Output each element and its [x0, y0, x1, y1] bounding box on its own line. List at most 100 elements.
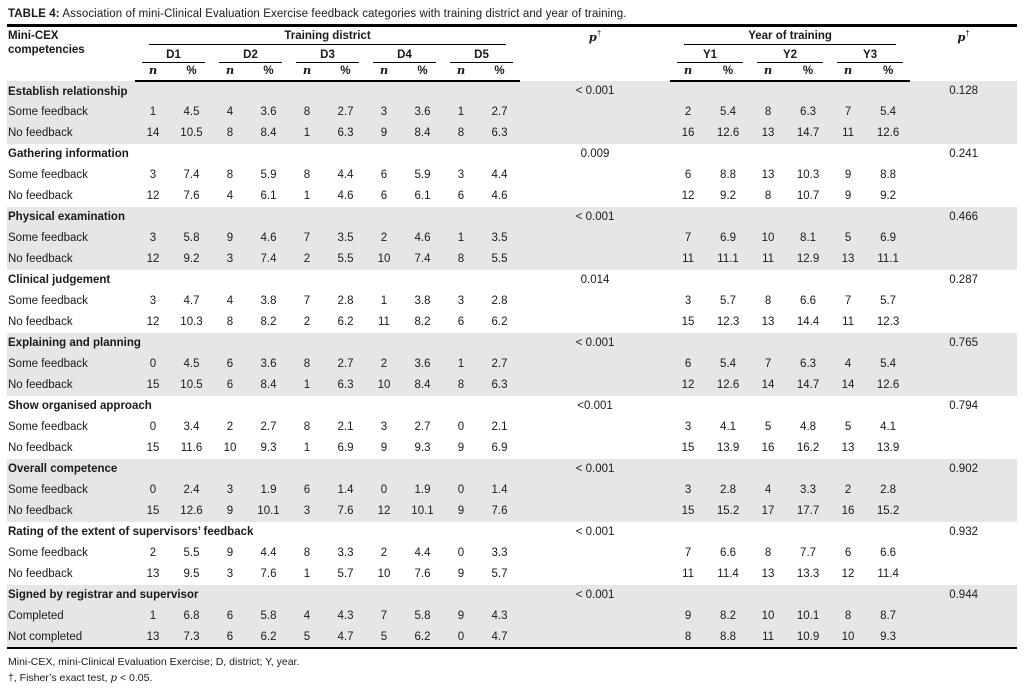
year-col-header: Y1: [670, 46, 750, 63]
year-value: 6: [670, 353, 707, 375]
data-row: Some feedback 0 4.5 6 3.6 8 2.7 2 3.6 1 2.7 6 5.4 7 6.…: [7, 353, 1018, 375]
year-value: 13.9: [716, 442, 740, 454]
p-year-value: 0.944: [910, 584, 1018, 606]
district-col-header: D1: [135, 46, 212, 63]
spacer-cell: [520, 543, 670, 564]
district-value: 12: [146, 190, 160, 202]
table-title: TABLE 4: Association of mini-Clinical Ev…: [7, 5, 1017, 24]
data-row: No feedback 12 10.3 8 8.2 2 6.2 11 8.2 6 6.2 15 12.3…: [7, 312, 1017, 333]
p-year-value: 0.128: [910, 80, 1018, 102]
group-header-row: Rating of the extent of supervisors’ fee…: [7, 522, 1017, 543]
year-value: 8.8: [720, 169, 737, 181]
spacer-cell: [520, 248, 671, 270]
district-value: 1: [443, 101, 479, 123]
district-value: 8.2: [260, 316, 277, 328]
district-value: 2: [226, 421, 234, 433]
pct-header: %: [786, 62, 831, 82]
district-value: 9: [443, 605, 479, 627]
district-value: 0: [366, 479, 402, 501]
n-header: n: [830, 62, 867, 82]
data-row: No feedback 12 7.6 4 6.1 1 4.6 6 6.1 6 4.6 12 9.2 8 10…: [7, 186, 1017, 207]
year-col-header: Y3: [830, 46, 910, 63]
group-label: Clinical judgement: [8, 274, 111, 286]
district-value: 7.3: [171, 626, 212, 648]
year-value: 3.3: [786, 479, 831, 501]
district-value: 9: [366, 122, 402, 144]
p-district-value: < 0.001: [520, 80, 671, 102]
district-value: 2: [149, 547, 157, 559]
p-district-value: < 0.001: [520, 206, 671, 228]
p-year-value: 0.466: [910, 206, 1018, 228]
district-value: 6.3: [325, 374, 366, 396]
spacer-cell: [910, 417, 1017, 438]
data-row: Not completed 13 7.3 6 6.2 5 4.7 5 6.2 0 4.7 8 8.8 11…: [7, 626, 1018, 648]
table-header: Mini-CEX competencies Training district …: [7, 26, 1017, 82]
year-value: 11: [842, 316, 855, 328]
year-value: 5.7: [880, 295, 897, 307]
table-number: TABLE 4:: [8, 8, 60, 20]
district-value: 8: [303, 421, 311, 433]
district-value: 1: [289, 374, 325, 396]
year-value: 8: [750, 101, 787, 123]
group-label: Rating of the extent of supervisors’ fee…: [8, 526, 254, 538]
district-value: 3.6: [402, 101, 443, 123]
district-value: 10: [377, 568, 391, 580]
district-group-header: Training district: [135, 26, 520, 46]
district-value: 15: [146, 442, 160, 454]
year-col-header: Y2: [750, 46, 830, 63]
district-value: 4: [226, 190, 234, 202]
district-value: 1: [135, 605, 171, 627]
year-value: 10: [830, 626, 867, 648]
district-col-header: D3: [289, 46, 366, 63]
spacer-cell: [670, 396, 910, 417]
year-value: 10: [750, 605, 787, 627]
district-value: 7.4: [248, 248, 289, 270]
mini-cex-table: Mini-CEX competencies Training district …: [7, 24, 1018, 649]
district-value: 8: [443, 248, 479, 270]
spacer-cell: [670, 270, 910, 291]
group-header-row: Show organised approach <0.001 0.794: [7, 396, 1017, 417]
group-label: Physical examination: [7, 206, 521, 228]
year-value: 9.3: [866, 626, 911, 648]
row-label: Some feedback: [8, 295, 88, 307]
p-district-value: 0.014: [580, 274, 610, 286]
district-value: 2.7: [479, 353, 521, 375]
district-value: 12: [366, 500, 402, 522]
group-label: Establish relationship: [7, 80, 521, 102]
district-value: 10.3: [180, 316, 203, 328]
district-value: 11: [378, 316, 390, 328]
district-value: 6: [212, 353, 248, 375]
p-year-value: 0.932: [949, 526, 978, 538]
district-value: 6.3: [479, 374, 521, 396]
year-value: 9: [844, 169, 852, 181]
district-value: 8: [289, 353, 325, 375]
data-row: No feedback 15 12.6 9 10.1 3 7.6 12 10.1 9 7.6 15 15…: [7, 500, 1018, 522]
district-value: 2.7: [325, 353, 366, 375]
data-row: Some feedback 2 5.5 9 4.4 8 3.3 2 4.4 0 3.3 7 6.6 8 7.…: [7, 543, 1017, 564]
n-header: n: [443, 62, 479, 82]
district-value: 4.7: [183, 295, 200, 307]
group-header-row: Gathering information 0.009 0.241: [7, 144, 1017, 165]
district-value: 10.1: [402, 500, 443, 522]
district-value: 10: [366, 248, 402, 270]
district-value: 13: [135, 626, 171, 648]
district-value: 8.4: [402, 122, 443, 144]
district-value: 3.5: [325, 227, 366, 249]
spacer-cell: [910, 291, 1017, 312]
year-value: 5: [764, 421, 772, 433]
district-value: 2.4: [171, 479, 212, 501]
year-value: 8.8: [880, 169, 897, 181]
spacer-cell: [520, 438, 670, 459]
district-value: 1: [443, 227, 479, 249]
district-value: 6: [289, 479, 325, 501]
district-value: 2.7: [325, 101, 366, 123]
year-value: 8: [830, 605, 867, 627]
year-value: 8.2: [706, 605, 751, 627]
district-value: 15: [135, 374, 171, 396]
district-value: 2: [289, 248, 325, 270]
district-value: 9.3: [260, 442, 277, 454]
spacer-cell: [910, 479, 1018, 501]
district-value: 3: [289, 500, 325, 522]
year-value: 16: [670, 122, 707, 144]
year-value: 6: [844, 547, 852, 559]
